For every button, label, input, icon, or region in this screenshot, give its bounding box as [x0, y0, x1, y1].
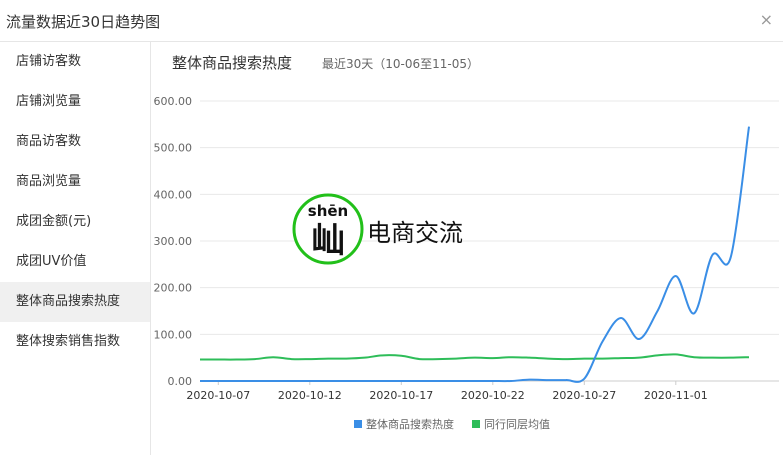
- sidebar-item-label: 店铺浏览量: [16, 94, 82, 109]
- y-tick-label: 400.00: [154, 188, 193, 201]
- legend-label: 同行同层均值: [484, 418, 550, 431]
- sidebar-item-label: 成团金额(元): [16, 214, 92, 229]
- sidebar-item-shop-pageviews[interactable]: 店铺浏览量: [0, 82, 150, 122]
- legend-swatch: [472, 420, 480, 428]
- sidebar-item-label: 商品访客数: [16, 134, 82, 149]
- sidebar-item-label: 整体搜索销售指数: [16, 334, 121, 349]
- chart-date-range: 最近30天（10-06至11-05）: [322, 57, 480, 71]
- sidebar-item-product-visitors[interactable]: 商品访客数: [0, 122, 150, 162]
- watermark-logo-ring: [292, 193, 364, 265]
- sidebar-item-shop-visitors[interactable]: 店铺访客数: [0, 42, 150, 82]
- y-tick-label: 300.00: [154, 235, 193, 248]
- sidebar-item-search-sales-index[interactable]: 整体搜索销售指数: [0, 322, 150, 362]
- sidebar-item-label: 成团UV价值: [16, 254, 87, 269]
- x-tick-label: 2020-11-01: [644, 389, 708, 402]
- sidebar-item-product-pageviews[interactable]: 商品浏览量: [0, 162, 150, 202]
- y-tick-label: 0.00: [168, 375, 193, 388]
- sidebar-item-group-uv-value[interactable]: 成团UV价值: [0, 242, 150, 282]
- watermark: shēn 屾 电商交流: [292, 193, 463, 265]
- watermark-glyph: 屾: [311, 221, 345, 261]
- legend-swatch: [354, 420, 362, 428]
- modal-header: 流量数据近30日趋势图 ×: [0, 0, 783, 42]
- chart-legend: 整体商品搜索热度 同行同层均值: [354, 417, 550, 431]
- chart-panel: 整体商品搜索热度 最近30天（10-06至11-05） 0.00 100.00 20…: [152, 42, 783, 455]
- watermark-text: 电商交流: [367, 219, 463, 247]
- x-tick-label: 2020-10-27: [552, 389, 616, 402]
- close-icon[interactable]: ×: [759, 10, 773, 29]
- modal-title: 流量数据近30日趋势图: [6, 13, 161, 31]
- metric-sidebar: 店铺访客数 店铺浏览量 商品访客数 商品浏览量 成团金额(元) 成团UV价值 整…: [0, 42, 151, 455]
- sidebar-item-label: 店铺访客数: [16, 54, 82, 69]
- y-tick-label: 600.00: [154, 95, 193, 108]
- line-chart: 0.00 100.00 200.00 300.00 400.00 500.00 600.00…: [154, 95, 779, 431]
- y-tick-label: 100.00: [154, 328, 193, 341]
- watermark-pinyin: shēn: [308, 202, 348, 220]
- series-line-peer-average: [200, 353, 750, 361]
- sidebar-item-search-heat[interactable]: 整体商品搜索热度: [0, 282, 150, 322]
- series-line-search-heat: [200, 126, 750, 383]
- x-tick-label: 2020-10-07: [186, 389, 250, 402]
- sidebar-item-group-amount[interactable]: 成团金额(元): [0, 202, 150, 242]
- sidebar-item-label: 商品浏览量: [16, 174, 82, 189]
- x-tick-label: 2020-10-22: [461, 389, 525, 402]
- y-tick-label: 500.00: [154, 142, 193, 155]
- x-tick-label: 2020-10-17: [369, 389, 433, 402]
- legend-label: 整体商品搜索热度: [366, 417, 454, 431]
- x-tick-label: 2020-10-12: [278, 389, 342, 402]
- sidebar-item-label: 整体商品搜索热度: [16, 294, 121, 309]
- chart-title: 整体商品搜索热度: [172, 54, 293, 72]
- y-tick-label: 200.00: [154, 282, 193, 295]
